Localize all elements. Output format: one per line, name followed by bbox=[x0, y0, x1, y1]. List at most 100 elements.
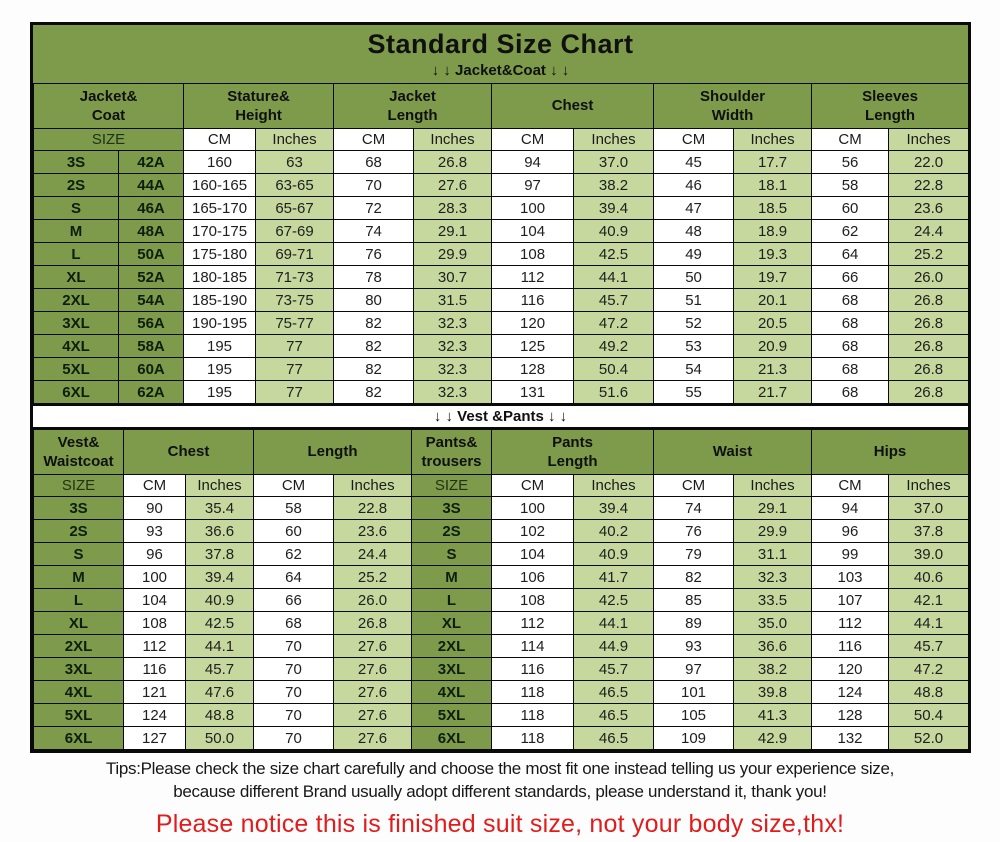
measurement-cell: 39.4 bbox=[185, 565, 254, 589]
size-label-cell: XL bbox=[411, 611, 492, 635]
measurement-cell: 32.3 bbox=[413, 357, 493, 381]
measurement-cell: 70 bbox=[253, 680, 334, 704]
size-label-cell: 5XL bbox=[33, 357, 119, 381]
measurement-cell: 74 bbox=[333, 219, 415, 243]
measurement-cell: 70 bbox=[253, 703, 334, 727]
size-label-cell: 3S bbox=[33, 496, 124, 520]
unit-header-cell: Inches bbox=[573, 474, 654, 497]
tips-text: Tips:Please check the size chart careful… bbox=[10, 758, 990, 804]
measurement-cell: 45.7 bbox=[573, 288, 655, 312]
measurement-cell: 28.3 bbox=[413, 196, 493, 220]
measurement-cell: 90 bbox=[123, 496, 186, 520]
measurement-cell: 48.8 bbox=[888, 680, 970, 704]
measurement-cell: 72 bbox=[333, 196, 415, 220]
size-label-cell: 4XL bbox=[411, 680, 492, 704]
measurement-cell: 82 bbox=[333, 357, 415, 381]
size-row: M 48A 170-175 67-69 74 29.1 104 40.9 48 18.9 62 24.… bbox=[33, 219, 970, 243]
size-row: 2S 44A 160-165 63-65 70 27.6 97 38.2 46 18.1 58 22.… bbox=[33, 173, 970, 197]
measurement-cell: 118 bbox=[491, 726, 574, 750]
measurement-cell: 108 bbox=[491, 588, 574, 612]
measurement-cell: 29.9 bbox=[732, 519, 813, 543]
measurement-cell: 46.5 bbox=[573, 726, 654, 750]
measurement-cell: 46.5 bbox=[573, 680, 654, 704]
measurement-cell: 132 bbox=[811, 726, 890, 750]
measurement-cell: 27.6 bbox=[333, 634, 412, 658]
measurement-cell: 31.5 bbox=[413, 288, 493, 312]
measurement-cell: 50 bbox=[653, 265, 735, 289]
size-label-cell: 4XL bbox=[33, 680, 124, 704]
measurement-cell: 93 bbox=[653, 634, 734, 658]
measurement-cell: 109 bbox=[653, 726, 734, 750]
measurement-cell: 120 bbox=[491, 311, 575, 335]
measurement-cell: 18.5 bbox=[733, 196, 813, 220]
unit-header-cell: SIZE bbox=[32, 128, 185, 151]
measurement-cell: 180-185 bbox=[183, 265, 257, 289]
measurement-cell: 44.1 bbox=[573, 611, 654, 635]
measurement-cell: 60 bbox=[253, 519, 334, 543]
size-label-cell: 2S bbox=[33, 173, 119, 197]
measurement-cell: 165-170 bbox=[183, 196, 257, 220]
size-label-cell: 56A bbox=[117, 311, 185, 335]
column-group-header: Jacket& Coat bbox=[32, 83, 185, 129]
size-label-cell: 3XL bbox=[33, 311, 119, 335]
size-label-cell: 6XL bbox=[411, 726, 492, 750]
unit-header-cell: CM bbox=[253, 474, 334, 497]
measurement-cell: 27.6 bbox=[333, 657, 412, 681]
measurement-cell: 55 bbox=[653, 380, 735, 404]
measurement-cell: 124 bbox=[123, 703, 186, 727]
measurement-cell: 32.3 bbox=[413, 311, 493, 335]
size-row: 4XL 121 47.6 70 27.6 4XL 118 46.5 101 39.8 124 48.8 bbox=[33, 680, 970, 704]
measurement-cell: 175-180 bbox=[183, 242, 257, 266]
measurement-cell: 20.9 bbox=[733, 334, 813, 358]
measurement-cell: 46 bbox=[653, 173, 735, 197]
measurement-cell: 78 bbox=[333, 265, 415, 289]
measurement-cell: 39.4 bbox=[573, 196, 655, 220]
size-label-cell: M bbox=[33, 219, 119, 243]
measurement-cell: 44.9 bbox=[573, 634, 654, 658]
measurement-cell: 79 bbox=[653, 542, 734, 566]
measurement-cell: 82 bbox=[653, 565, 734, 589]
measurement-cell: 73-75 bbox=[255, 288, 335, 312]
measurement-cell: 26.8 bbox=[888, 288, 970, 312]
measurement-cell: 42.5 bbox=[185, 611, 254, 635]
measurement-cell: 124 bbox=[811, 680, 890, 704]
measurement-cell: 82 bbox=[333, 311, 415, 335]
measurement-cell: 76 bbox=[333, 242, 415, 266]
size-row: 5XL 124 48.8 70 27.6 5XL 118 46.5 105 41.3 128 50.4 bbox=[33, 703, 970, 727]
measurement-cell: 112 bbox=[491, 611, 574, 635]
column-group-header: Chest bbox=[491, 83, 655, 129]
measurement-cell: 104 bbox=[491, 219, 575, 243]
measurement-cell: 104 bbox=[123, 588, 186, 612]
measurement-cell: 23.6 bbox=[888, 196, 970, 220]
column-group-header: Chest bbox=[123, 429, 254, 475]
size-row: 2XL 54A 185-190 73-75 80 31.5 116 45.7 51 20.1 68 2… bbox=[33, 288, 970, 312]
measurement-cell: 128 bbox=[811, 703, 890, 727]
size-row: 3S 42A 160 63 68 26.8 94 37.0 45 17.7 56 22.0 bbox=[33, 150, 970, 174]
size-label-cell: L bbox=[411, 588, 492, 612]
measurement-cell: 62 bbox=[253, 542, 334, 566]
size-label-cell: 48A bbox=[117, 219, 185, 243]
size-label-cell: 46A bbox=[117, 196, 185, 220]
measurement-cell: 68 bbox=[333, 150, 415, 174]
vest-pants-subtitle: ↓ ↓ Vest &Pants ↓ ↓ bbox=[33, 404, 968, 429]
measurement-cell: 29.1 bbox=[732, 496, 813, 520]
title-band: Standard Size Chart ↓ ↓ Jacket&Coat ↓ ↓ bbox=[33, 25, 968, 83]
unit-header-cell: CM bbox=[183, 128, 257, 151]
measurement-cell: 75-77 bbox=[255, 311, 335, 335]
measurement-cell: 36.6 bbox=[732, 634, 813, 658]
measurement-cell: 40.2 bbox=[573, 519, 654, 543]
size-label-cell: 2XL bbox=[411, 634, 492, 658]
measurement-cell: 38.2 bbox=[732, 657, 813, 681]
measurement-cell: 42.5 bbox=[573, 588, 654, 612]
size-row: XL 52A 180-185 71-73 78 30.7 112 44.1 50 19.7 66 26… bbox=[33, 265, 970, 289]
measurement-cell: 49.2 bbox=[573, 334, 655, 358]
measurement-cell: 51 bbox=[653, 288, 735, 312]
measurement-cell: 102 bbox=[491, 519, 574, 543]
measurement-cell: 66 bbox=[811, 265, 890, 289]
measurement-cell: 19.3 bbox=[733, 242, 813, 266]
measurement-cell: 36.6 bbox=[185, 519, 254, 543]
measurement-cell: 39.0 bbox=[888, 542, 970, 566]
measurement-cell: 70 bbox=[253, 726, 334, 750]
measurement-cell: 118 bbox=[491, 703, 574, 727]
size-row: 2XL 112 44.1 70 27.6 2XL 114 44.9 93 36.6 116 45.7 bbox=[33, 634, 970, 658]
